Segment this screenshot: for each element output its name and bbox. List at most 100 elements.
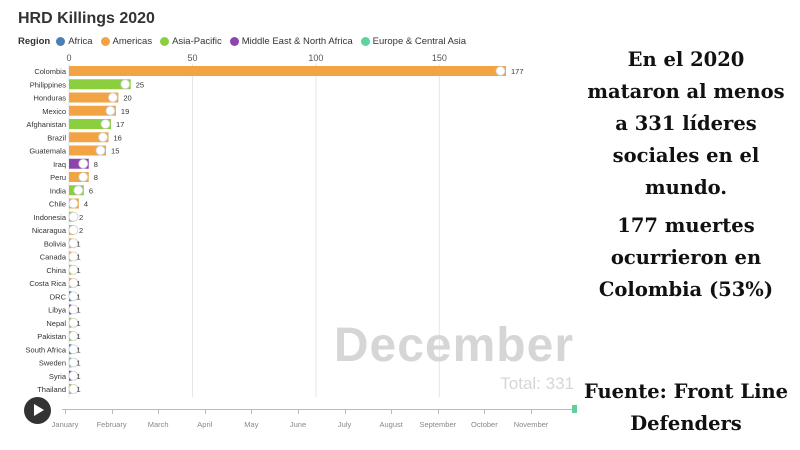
timeline-handle[interactable] (572, 405, 577, 413)
caption-colombia: 177 muertes ocurrieron en Colombia (53%) (598, 214, 774, 301)
period-label: December (333, 319, 574, 372)
category-label-drc: DRC (50, 292, 67, 301)
timeline-month-march[interactable]: March (147, 420, 169, 429)
flag-icon-colombia (495, 66, 506, 76)
flag-icon-brazil (98, 132, 108, 143)
category-label-south-africa: South Africa (26, 345, 67, 354)
timeline-tick-february (111, 410, 113, 414)
value-label-guatemala: 15 (111, 147, 119, 156)
flag-icon-syria (68, 370, 79, 381)
value-label-nicaragua: 2 (79, 226, 83, 235)
category-label-colombia: Colombia (34, 67, 67, 76)
flag-icon-thailand (68, 384, 79, 394)
category-label-philippines: Philippines (30, 80, 67, 89)
flag-icon-india (73, 185, 84, 196)
total-label: Total: 331 (500, 374, 574, 393)
flag-icon-chile (68, 198, 79, 209)
value-label-colombia: 177 (511, 67, 524, 76)
value-label-chile: 4 (84, 200, 88, 209)
flag-icon-pakistan (68, 331, 79, 341)
legend-entry-asia-pacific[interactable]: Asia-Pacific (160, 36, 222, 47)
legend-swatch-americas (100, 37, 110, 46)
legend-text-americas: Americas (112, 36, 153, 47)
caption-panel: En el 2020 mataron al menos a 331 lídere… (580, 0, 800, 450)
timeline-tick-august (391, 410, 393, 414)
legend-swatch-mena (229, 37, 239, 46)
timeline-tick-september (437, 410, 439, 414)
value-label-canada: 1 (76, 253, 80, 262)
category-label-canada: Canada (40, 253, 67, 262)
caption-summary: En el 2020 mataron al menos a 331 lídere… (587, 48, 785, 199)
flag-icon-honduras (107, 92, 118, 103)
value-label-thailand: 1 (76, 385, 80, 394)
x-tick-label-50: 50 (187, 53, 197, 63)
category-label-mexico: Mexico (42, 107, 66, 116)
legend-entry-africa[interactable]: Africa (56, 36, 93, 47)
play-icon (34, 404, 44, 416)
timeline-month-february[interactable]: February (96, 420, 127, 429)
timeline-month-november[interactable]: November (513, 420, 549, 429)
timeline-month-april[interactable]: April (197, 420, 213, 429)
timeline-tick-march (158, 410, 160, 414)
bar-afghanistan[interactable] (69, 119, 111, 129)
bar-guatemala[interactable] (69, 145, 107, 156)
timeline-tick-may (251, 410, 253, 414)
value-label-nepal: 1 (76, 319, 80, 328)
value-label-drc: 1 (76, 292, 80, 301)
play-button[interactable] (24, 397, 51, 424)
category-label-costa-rica: Costa Rica (29, 279, 67, 288)
value-label-south-africa: 1 (76, 345, 80, 354)
timeline-month-june[interactable]: June (289, 420, 307, 429)
legend-swatch-africa (56, 37, 66, 46)
bar-colombia[interactable] (69, 66, 506, 76)
bar-honduras[interactable] (69, 92, 119, 103)
flag-icon-guatemala (95, 145, 106, 156)
category-label-pakistan: Pakistan (37, 332, 66, 341)
legend-text-asia-pacific: Asia-Pacific (172, 36, 222, 47)
bar-chart: 0 50 100 150 Colombia 177 Philippines 25 Hondura… (26, 53, 524, 398)
flag-icon-nicaragua (68, 225, 79, 235)
x-tick-label-100: 100 (308, 53, 323, 63)
timeline-tick-january (65, 410, 66, 414)
legend-label: Region (18, 36, 51, 47)
timeline-tick-june (298, 410, 299, 414)
timeline-tick-july (344, 410, 346, 414)
value-label-peru: 8 (94, 173, 98, 182)
category-label-china: China (46, 266, 66, 275)
category-label-iraq: Iraq (53, 160, 66, 169)
category-label-afghanistan: Afghanistan (26, 120, 66, 129)
timeline-month-august[interactable]: August (379, 420, 403, 429)
legend: Region Africa Americas Asia-Pacific Midd… (18, 36, 474, 47)
timeline-month-september[interactable]: September (419, 420, 457, 429)
category-label-bolivia: Bolivia (44, 239, 67, 248)
value-label-pakistan: 1 (76, 332, 80, 341)
flag-icon-south-africa (68, 344, 79, 355)
chart-title: HRD Killings 2020 (18, 10, 155, 27)
legend-text-mena: Middle East & North Africa (241, 36, 353, 47)
timeline-tick-october (484, 410, 486, 414)
bar-brazil[interactable] (69, 132, 109, 143)
value-label-indonesia: 2 (79, 213, 83, 222)
flag-icon-canada (68, 251, 79, 262)
timeline-month-may[interactable]: May (244, 420, 259, 429)
bar-mexico[interactable] (69, 105, 116, 116)
x-tick-label-150: 150 (432, 53, 447, 63)
x-tick-label-0: 0 (66, 53, 71, 63)
bar-philippines[interactable] (69, 79, 131, 90)
timeline-slider[interactable]: January February March April May June July Augu… (52, 405, 577, 437)
timeline-month-january[interactable]: January (51, 420, 79, 429)
value-label-iraq: 8 (94, 160, 98, 169)
timeline-month-october[interactable]: October (471, 420, 498, 429)
category-label-nicaragua: Nicaragua (32, 226, 67, 235)
timeline-tick-april (204, 410, 206, 414)
legend-entry-europe-central-asia[interactable]: Europe & Central Asia (360, 36, 466, 47)
legend-entry-americas[interactable]: Americas (100, 36, 153, 47)
value-label-honduras: 20 (123, 94, 131, 103)
value-label-libya: 1 (76, 306, 80, 315)
flag-icon-drc (68, 291, 79, 302)
flag-icon-philippines (120, 79, 131, 90)
flag-icon-sweden (68, 357, 79, 368)
category-label-sweden: Sweden (39, 359, 66, 368)
legend-entry-mena[interactable]: Middle East & North Africa (229, 36, 353, 47)
timeline-month-july[interactable]: July (337, 420, 352, 429)
